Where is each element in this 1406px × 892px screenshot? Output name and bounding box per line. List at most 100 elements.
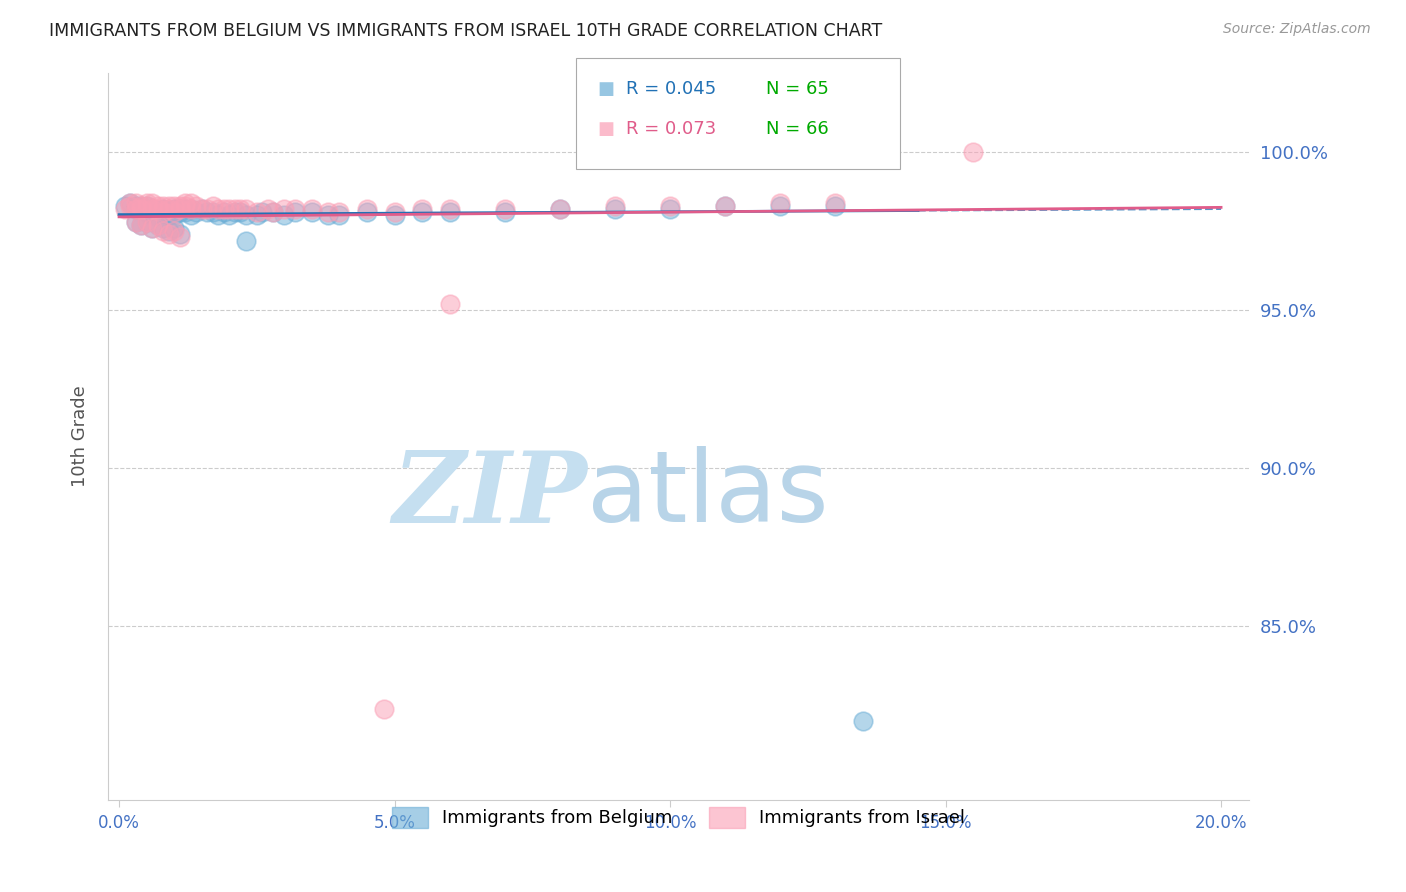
Point [229,202,252,216]
Point [246,208,269,222]
Point [659,202,682,216]
Point [212,205,235,219]
Point [152,199,174,213]
Point [146,218,169,232]
Point [962,145,984,159]
Point [494,205,516,219]
Point [548,202,571,216]
Point [229,205,252,219]
Point [318,205,340,219]
Point [118,195,141,210]
Point [373,701,395,715]
Point [180,195,202,210]
Point [146,202,169,216]
Point [135,199,157,213]
Point [252,205,274,219]
Point [129,202,152,216]
Point [180,202,202,216]
Point [135,199,157,213]
Point [114,199,136,213]
Text: ZIP: ZIP [392,447,588,543]
Point [246,205,269,219]
Point [439,205,461,219]
Point [124,202,146,216]
Point [157,199,180,213]
Point [169,230,191,244]
Point [186,199,208,213]
Point [135,205,157,219]
Point [141,208,163,222]
Point [163,221,186,235]
Text: R = 0.073: R = 0.073 [626,120,716,138]
Point [135,214,157,228]
Point [207,208,229,222]
Point [146,218,169,232]
Point [129,199,152,213]
Point [384,205,406,219]
Point [129,202,152,216]
Point [769,199,792,213]
Point [548,202,571,216]
Point [135,195,157,210]
Point [174,205,197,219]
Point [118,195,141,210]
Point [356,205,378,219]
Point [174,195,197,210]
Point [224,202,246,216]
Point [152,221,174,235]
Point [235,208,257,222]
Point [152,205,174,219]
Text: atlas: atlas [588,446,828,543]
Point [141,202,163,216]
Point [141,221,163,235]
Point [169,202,191,216]
Point [411,202,433,216]
Point [152,202,174,216]
Text: ■: ■ [598,120,614,138]
Point [114,202,136,216]
Point [174,199,197,213]
Text: Source: ZipAtlas.com: Source: ZipAtlas.com [1223,22,1371,37]
Point [603,199,626,213]
Point [224,205,246,219]
Point [174,202,197,216]
Point [186,205,208,219]
Point [157,202,180,216]
Point [284,205,307,219]
Point [603,202,626,216]
Point [659,199,682,213]
Point [157,227,180,242]
Point [169,202,191,216]
Point [714,199,737,213]
Text: ■: ■ [598,80,614,98]
Point [180,208,202,222]
Point [141,221,163,235]
Point [124,214,146,228]
Point [163,208,186,222]
Point [190,202,212,216]
Point [152,224,174,238]
Point [195,202,218,216]
Point [146,199,169,213]
Point [169,205,191,219]
Point [439,297,461,311]
Point [494,202,516,216]
Point [135,214,157,228]
Point [124,199,146,213]
Point [146,208,169,222]
Point [273,202,295,216]
Point [262,205,284,219]
Text: R = 0.045: R = 0.045 [626,80,716,98]
Point [356,202,378,216]
Point [124,202,146,216]
Point [163,205,186,219]
Point [207,202,229,216]
Point [124,214,146,228]
Point [301,205,323,219]
Point [163,224,186,238]
Point [129,199,152,213]
Point [146,205,169,219]
Point [152,205,174,219]
Point [190,202,212,216]
Point [141,202,163,216]
